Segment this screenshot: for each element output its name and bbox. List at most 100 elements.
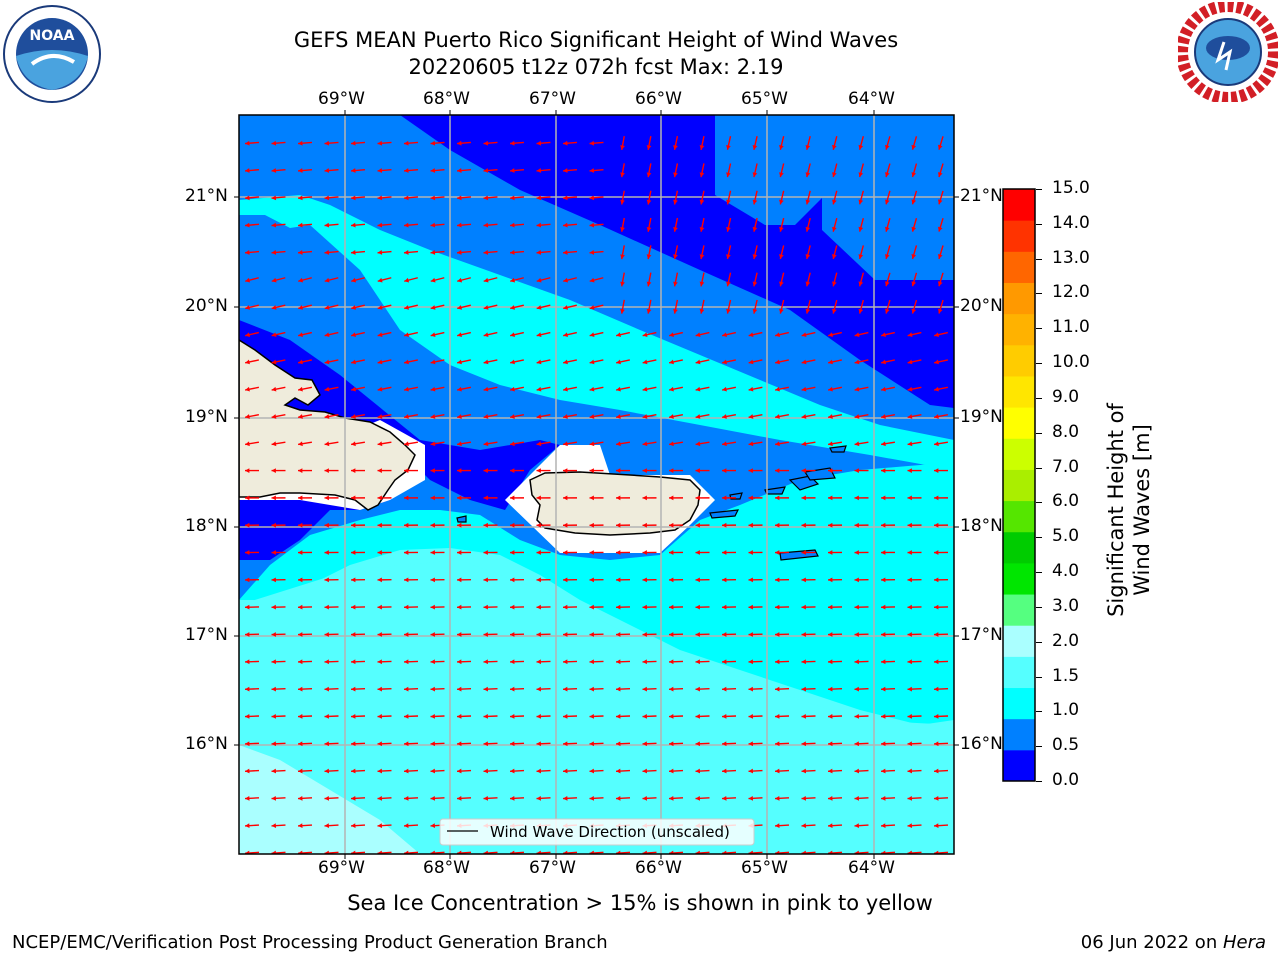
wave-direction-arrowhead xyxy=(271,768,277,774)
wave-direction-arrowhead xyxy=(245,495,250,501)
wave-direction-arrowhead xyxy=(298,522,303,528)
band-1.5-2.0-fill xyxy=(239,560,954,854)
wave-direction-arrowhead xyxy=(351,250,356,255)
wave-direction-arrowhead xyxy=(430,741,436,747)
branch-caption: NCEP/EMC/Verification Post Processing Pr… xyxy=(12,932,608,953)
wave-direction-arrowhead xyxy=(536,332,542,338)
wave-direction-arrowhead xyxy=(907,659,912,665)
map-title: GEFS MEAN Puerto Rico Significant Height… xyxy=(293,28,899,52)
wave-direction-arrowhead xyxy=(377,686,382,692)
wave-direction-arrowhead xyxy=(748,550,753,555)
wave-direction-arrowhead xyxy=(775,468,780,473)
wave-direction-arrowhead xyxy=(377,768,383,774)
wave-direction-arrowhead xyxy=(832,172,837,178)
colorbar-segment xyxy=(1003,220,1035,252)
wave-direction-arrowhead xyxy=(748,522,753,528)
wave-direction-arrowhead xyxy=(673,145,678,150)
wave-direction-arrowhead xyxy=(775,522,780,528)
machine-name: Hera xyxy=(1222,932,1266,953)
wave-direction-arrowhead xyxy=(351,168,356,173)
wave-direction-arrowhead xyxy=(934,332,939,338)
wave-direction-arrowhead xyxy=(907,359,913,365)
wave-direction-arrowhead xyxy=(404,441,409,447)
wave-direction-arrowhead xyxy=(457,414,462,419)
wave-direction-arrowhead xyxy=(801,550,806,555)
wave-direction-arrowhead xyxy=(934,604,939,610)
wave-direction-arrowhead xyxy=(669,468,674,473)
wave-direction-arrowhead xyxy=(298,414,303,419)
wave-direction-arrowhead xyxy=(854,495,859,501)
wave-direction-arrowhead xyxy=(245,250,250,255)
colorbar-tick-label: 6.0 xyxy=(1052,491,1080,512)
lat-label-left: 19°N xyxy=(185,407,228,427)
colorbar-tick-label: 0.5 xyxy=(1052,735,1080,756)
band-1.0-1.5-north xyxy=(239,195,954,470)
wave-direction-arrowhead xyxy=(589,604,594,610)
wave-direction-arrowhead xyxy=(245,550,250,555)
wave-direction-arrowhead xyxy=(404,741,409,747)
wave-direction-arrowhead xyxy=(669,632,674,637)
wave-direction-arrowhead xyxy=(752,199,758,205)
arrow-legend: Wind Wave Direction (unscaled) xyxy=(439,818,755,846)
date-caption: 06 Jun 2022 on Hera xyxy=(1081,932,1266,953)
wave-direction-arrowhead xyxy=(805,254,811,259)
wave-direction-arrowhead xyxy=(726,172,731,178)
wave-direction-arrowhead xyxy=(775,632,780,637)
wave-direction-arrowhead xyxy=(828,468,833,473)
wave-direction-arrowhead xyxy=(775,659,780,665)
colorbar-segment xyxy=(1003,251,1035,283)
wave-direction-arrowhead xyxy=(726,199,731,205)
wave-direction-arrowhead xyxy=(457,850,462,854)
wave-direction-arrowhead xyxy=(430,604,435,610)
wave-direction-arrowhead xyxy=(377,795,383,801)
wave-direction-arrowhead xyxy=(324,550,329,555)
wave-direction-arrowhead xyxy=(911,308,917,314)
wave-direction-arrowhead xyxy=(351,550,356,555)
colorbar-segment xyxy=(1003,375,1035,408)
wave-direction-arrowhead xyxy=(805,308,811,314)
wave-direction-arrowhead xyxy=(884,199,890,205)
wave-direction-arrowhead xyxy=(699,172,705,178)
wave-direction-arrowhead xyxy=(616,741,621,747)
colorbar-segment xyxy=(1003,407,1035,439)
colorbar-segment xyxy=(1003,656,1035,689)
wave-direction-arrowhead xyxy=(510,632,515,637)
wave-direction-arrowhead xyxy=(536,305,542,310)
wave-direction-arrowhead xyxy=(748,659,753,665)
wave-direction-arrowhead xyxy=(563,850,568,854)
wave-direction-arrowhead xyxy=(620,145,625,150)
wave-direction-arrowhead xyxy=(324,441,330,447)
colorbar-tick-label: 12.0 xyxy=(1052,282,1090,303)
wave-direction-arrowhead xyxy=(589,386,595,392)
wave-direction-arrowhead xyxy=(377,577,382,583)
wave-direction-arrowhead xyxy=(589,414,595,419)
wave-direction-arrowhead xyxy=(404,686,409,692)
wave-direction-arrowhead xyxy=(563,305,569,310)
wave-direction-arrowhead xyxy=(271,522,276,528)
wave-direction-arrowhead xyxy=(351,414,356,419)
wave-direction-arrowhead xyxy=(642,686,647,692)
wave-direction-arrowhead xyxy=(722,632,727,637)
wave-direction-arrowhead xyxy=(801,604,806,610)
wave-direction-arrowhead xyxy=(911,144,917,150)
wave-direction-arrowhead xyxy=(404,277,410,283)
colorbar-tick-label: 0.0 xyxy=(1052,770,1080,790)
wave-direction-arrowhead xyxy=(245,168,250,173)
wave-direction-arrowhead xyxy=(536,359,542,365)
wave-direction-arrowhead xyxy=(934,386,939,392)
wave-direction-arrowhead xyxy=(351,522,356,528)
wave-direction-arrowhead xyxy=(271,659,276,665)
wave-direction-arrowhead xyxy=(324,659,329,665)
wave-direction-arrowhead xyxy=(907,604,912,610)
wave-direction-arrowhead xyxy=(430,359,436,365)
wave-direction-arrowhead xyxy=(854,686,859,692)
wave-direction-arrowhead xyxy=(828,714,833,719)
wave-direction-arrowhead xyxy=(377,468,382,473)
wave-direction-arrowhead xyxy=(881,386,886,392)
wave-direction-arrowhead xyxy=(589,577,594,583)
wave-direction-arrowhead xyxy=(457,659,462,665)
wave-direction-arrowhead xyxy=(298,495,303,501)
wave-direction-arrowhead xyxy=(589,168,595,173)
wave-direction-arrowhead xyxy=(884,254,890,259)
wave-direction-arrowhead xyxy=(775,604,780,610)
